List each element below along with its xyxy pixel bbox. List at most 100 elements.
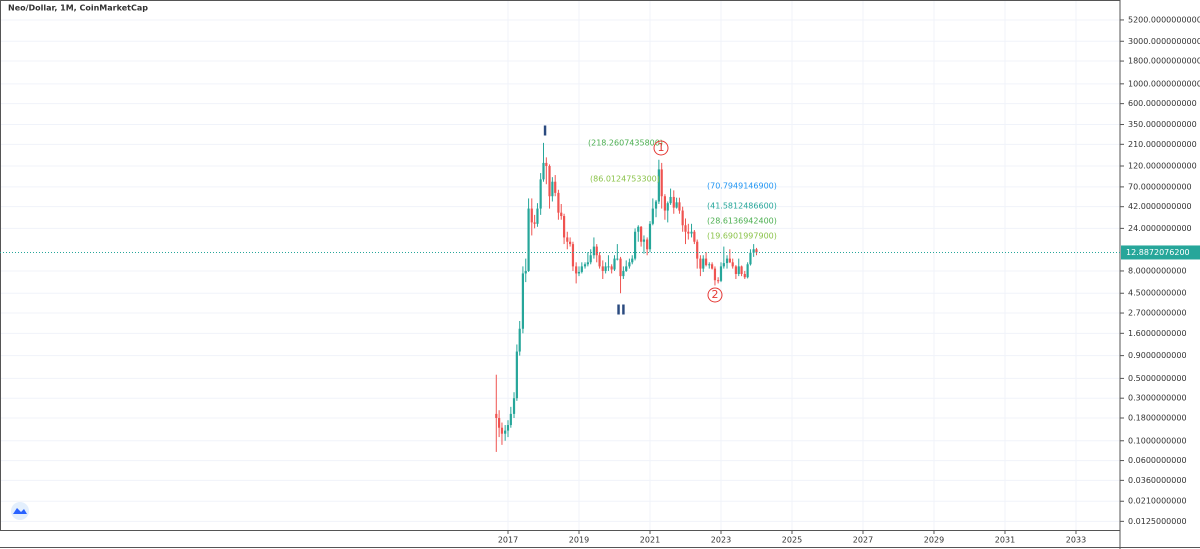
candle-body [524,270,527,274]
candle-body [699,258,702,269]
x-tick-label: 2027 [853,536,873,545]
candle-body [660,169,663,197]
candle-body [500,427,504,434]
candle-body [566,237,569,242]
candle-body [693,231,696,242]
candle-body [545,162,548,167]
candle-body [551,181,554,197]
candle-body [631,258,634,263]
candle-body [521,273,525,329]
candle-body [536,208,539,224]
price-annotation: (86.0124753300) [590,175,660,184]
wave-label: 1 [658,141,665,154]
candle-body [708,264,711,266]
candle-body [616,258,619,260]
wave-label: 2 [712,288,719,301]
candle-body [548,166,551,197]
candle-body [637,226,640,232]
candle-body [675,202,678,208]
wave-circle [653,140,669,156]
candle-body [731,262,734,267]
candle-body [669,196,672,204]
candle-body [672,196,675,208]
candle-body [622,270,625,277]
price-annotation: (218.2607435800) [588,139,663,148]
y-tick-label: 0.9000000000 [1128,351,1187,360]
candle-body [719,266,723,281]
candle-body [586,262,589,265]
last-price-label: 12.8872076200 [1126,248,1190,257]
candle-body [554,181,557,193]
y-tick-label: 42.0000000000 [1128,202,1192,211]
candle-body [704,258,708,266]
candle-body [755,249,758,253]
candle-body [533,222,536,224]
candle-body [684,225,687,232]
candle-body [504,430,507,434]
candle-body [542,162,545,180]
candle-body [495,413,498,418]
y-tick-label: 70.0000000000 [1128,182,1192,191]
candle-body [625,266,628,271]
candle-body [657,169,660,202]
logo [11,502,29,520]
candle-body [654,201,658,209]
x-tick-label: 2025 [782,536,802,545]
wave-label: I [543,125,548,140]
candle-body [601,266,604,271]
price-annotation: (41.5812486600) [707,202,777,211]
x-tick-label: 2019 [569,536,589,545]
y-tick-label: 2.7000000000 [1128,309,1187,318]
y-tick-label: 24.0000000000 [1128,224,1192,233]
candle-body [575,266,578,274]
candle-body [577,271,581,274]
candle-body [666,203,669,211]
candle-body [749,252,752,265]
x-tick-label: 2031 [995,536,1015,545]
candle-body [562,216,566,238]
y-tick-label: 0.0210000000 [1128,497,1187,506]
price-annotation: (28.6136942400) [707,217,777,226]
candle-body [633,231,637,259]
price-annotation: (70.7949146900) [707,182,777,191]
y-tick-label: 210.0000000000 [1128,140,1197,149]
candle-body [604,266,607,271]
candle-body [678,202,681,211]
candle-body [740,266,743,274]
candle-body [648,223,652,250]
y-tick-label: 0.5000000000 [1128,374,1187,383]
chart-title: Neo/Dollar, 1M, CoinMarketCap [8,4,148,13]
y-tick-label: 0.3000000000 [1128,394,1187,403]
candle-body [651,208,654,224]
candle-body [628,262,631,267]
candle-body [717,280,720,282]
x-tick-label: 2021 [640,536,660,545]
candle-body [580,266,583,272]
price-annotation: (19.6901997900) [707,232,777,241]
y-tick-label: 8.0000000000 [1128,266,1187,275]
candle-body [610,266,613,270]
y-tick-label: 0.0125000000 [1128,517,1187,526]
candle-body [702,258,705,269]
candle-body [619,258,622,277]
candle-body [746,264,749,278]
candle-body [569,241,572,245]
candle-body [728,258,731,263]
candle-body [571,244,575,267]
candle-body [681,210,684,226]
candle-body [506,425,510,431]
x-tick-label: 2029 [924,536,944,545]
candle-body [640,226,643,242]
y-tick-label: 1.6000000000 [1128,329,1187,338]
candle-body [663,196,667,211]
y-tick-label: 3000.0000000000 [1128,37,1200,46]
candle-body [737,266,740,274]
candle-body [498,417,501,428]
candle-body [560,212,563,217]
y-tick-label: 0.1000000000 [1128,436,1187,445]
candle-body [752,249,755,253]
x-tick-label: 2023 [711,536,731,545]
candle-body [589,255,592,263]
y-tick-label: 1000.0000000000 [1128,79,1200,88]
